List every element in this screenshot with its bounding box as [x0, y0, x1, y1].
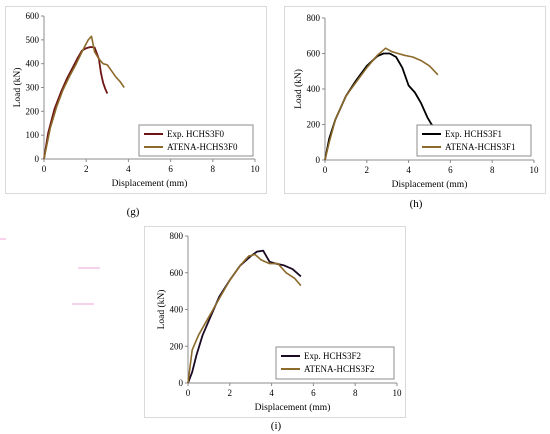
y-tick-label: 400: [170, 305, 184, 315]
x-tick-label: 8: [490, 165, 495, 175]
y-tick-label: 0: [179, 378, 184, 388]
y-tick-label: 200: [26, 106, 40, 116]
x-tick-label: 0: [186, 388, 191, 398]
x-tick-label: 10: [251, 164, 261, 174]
y-tick-label: 400: [307, 84, 321, 94]
y-tick-label: 0: [316, 155, 321, 165]
y-tick-label: 200: [170, 341, 184, 351]
x-axis-title: Displacement (mm): [392, 179, 468, 190]
legend-label: ATENA-HCHS3F0: [167, 142, 238, 152]
legend-box: [416, 124, 532, 157]
legend-label: Exp. HCHS3F1: [445, 129, 502, 139]
x-tick-label: 2: [365, 165, 370, 175]
chart-g-svg: 0 100 200 300 400 500 600 0 2 4 6 8 10 Displacement (…: [12, 11, 261, 189]
chart-h-svg: 0 200 400 600 800 0 2 4 6 8 10 Displacement (mm) Loa…: [293, 13, 540, 190]
y-tick-label: 0: [35, 154, 40, 164]
x-tick-label: 4: [126, 164, 131, 174]
legend-label: Exp. HCHS3F0: [167, 129, 225, 139]
y-tick-label: 600: [307, 49, 321, 59]
y-tick-label: 100: [26, 130, 40, 140]
y-axis-title: Load (kN): [156, 290, 167, 330]
y-tick-label: 800: [170, 231, 184, 241]
chart-panel-h: 0 200 400 600 800 0 2 4 6 8 10 Displacement (mm) Loa…: [284, 6, 546, 194]
x-tick-label: 6: [168, 164, 173, 174]
legend-label: Exp. HCHS3F2: [304, 351, 361, 361]
x-tick-label: 2: [84, 164, 89, 174]
series-line-2: [43, 35, 125, 160]
x-tick-label: 8: [353, 388, 358, 398]
legend-box: [275, 346, 395, 380]
legend-label: ATENA-HCHS3F2: [304, 364, 375, 374]
x-axis-title: Displacement (mm): [112, 178, 188, 189]
series-line-2: [324, 47, 439, 161]
x-axis-title: Displacement (mm): [255, 402, 331, 413]
y-tick-label: 800: [307, 13, 321, 23]
legend-label: ATENA-HCHS3F1: [445, 142, 516, 152]
y-tick-label: 300: [26, 83, 40, 93]
y-tick-label: 600: [26, 11, 40, 21]
x-tick-label: 10: [393, 388, 403, 398]
y-tick-label: 500: [26, 35, 40, 45]
chart-panel-i: 0 200 400 600 800 0 2 4 6 8 10 Displacement (mm) Loa…: [144, 226, 406, 418]
y-tick-label: 200: [307, 120, 321, 130]
scan-mark: [78, 267, 100, 269]
figure-label-i: (i): [270, 420, 282, 432]
y-tick-label: 400: [26, 59, 40, 69]
x-tick-label: 0: [323, 165, 328, 175]
scan-mark: [72, 303, 94, 305]
x-tick-label: 2: [228, 388, 233, 398]
chart-panel-g: 0 100 200 300 400 500 600 0 2 4 6 8 10 Displacement (…: [5, 6, 267, 194]
figure-label-g: (g): [126, 206, 140, 218]
y-tick-label: 600: [170, 268, 184, 278]
chart-i-svg: 0 200 400 600 800 0 2 4 6 8 10 Displacement (mm) Loa…: [156, 231, 403, 413]
series-line-2: [187, 253, 302, 384]
x-tick-label: 6: [448, 165, 453, 175]
x-tick-label: 10: [530, 165, 540, 175]
scan-mark: [0, 238, 6, 240]
x-tick-label: 4: [269, 388, 274, 398]
x-tick-label: 0: [42, 164, 47, 174]
legend-box: [138, 124, 254, 157]
x-tick-label: 6: [311, 388, 316, 398]
figure-label-h: (h): [409, 198, 423, 210]
y-axis-title: Load (kN): [12, 68, 23, 108]
y-axis-title: Load (kN): [293, 69, 304, 109]
x-tick-label: 8: [211, 164, 216, 174]
x-tick-label: 4: [406, 165, 411, 175]
